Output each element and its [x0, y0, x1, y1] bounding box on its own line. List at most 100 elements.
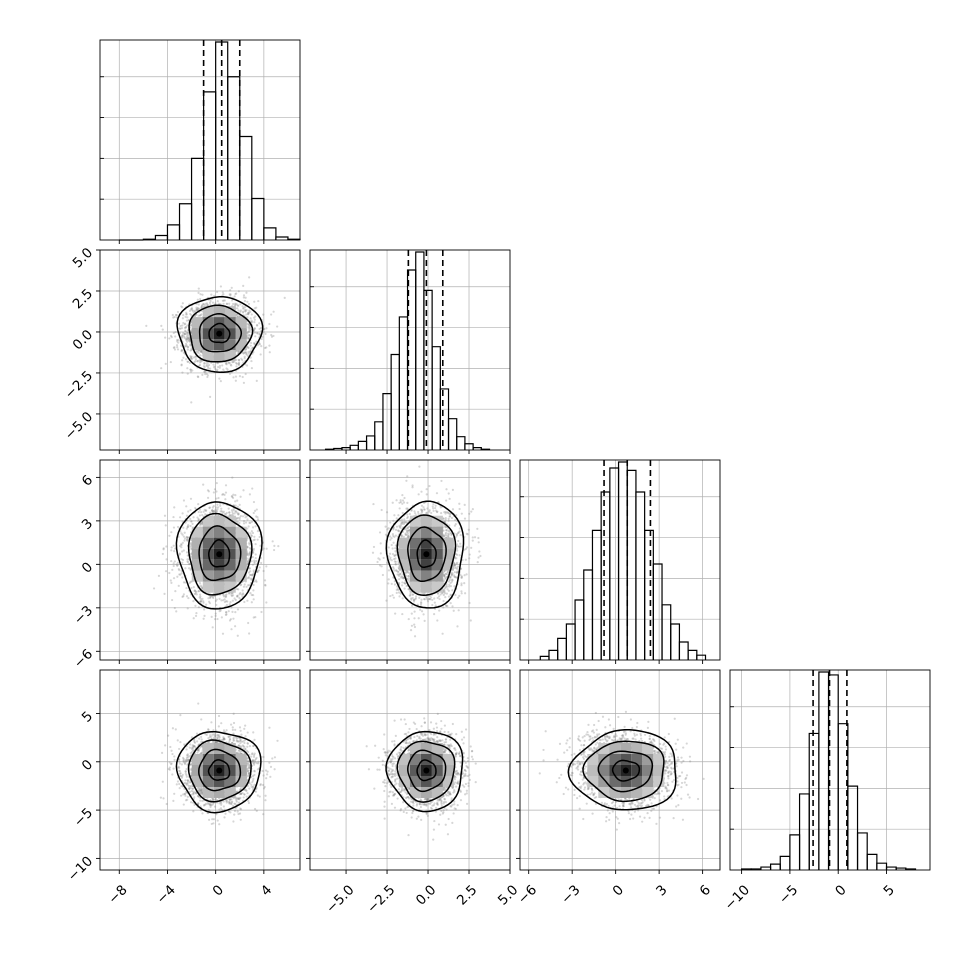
sample-point [200, 313, 203, 316]
sample-point [394, 562, 397, 566]
sample-point [183, 759, 186, 762]
sample-point [199, 350, 203, 353]
sample-point [406, 475, 409, 478]
density-cell [213, 581, 225, 593]
sample-point [190, 307, 193, 310]
sample-point [236, 520, 239, 523]
sample-point [242, 307, 245, 310]
sample-point [213, 734, 216, 738]
sample-point [180, 364, 183, 367]
sample-point [449, 531, 452, 535]
sample-point [394, 563, 397, 566]
sample-point [260, 337, 263, 341]
sample-point [237, 359, 241, 362]
sample-point [188, 786, 191, 790]
sample-point [237, 744, 240, 747]
sample-point [229, 363, 232, 366]
pair-panel-1-2 [309, 459, 511, 661]
sample-point [223, 816, 226, 819]
sample-point [394, 553, 397, 556]
sample-point [243, 600, 246, 604]
sample-point [425, 511, 429, 514]
sample-point [192, 311, 195, 314]
sample-point [196, 516, 199, 519]
sample-point [242, 740, 245, 743]
sample-point [161, 328, 164, 331]
sample-point [241, 589, 244, 592]
sample-point [387, 773, 391, 776]
sample-point [222, 729, 226, 732]
sample-point [224, 484, 228, 487]
density-cell [398, 548, 410, 560]
sample-point [414, 597, 417, 600]
sample-point [185, 319, 189, 322]
sample-point [392, 534, 395, 538]
sample-point [185, 756, 189, 759]
sample-point [182, 549, 185, 552]
sample-point [381, 763, 384, 766]
sample-point [250, 366, 253, 370]
sample-point [247, 330, 250, 333]
sample-point [447, 519, 450, 522]
sample-point [406, 515, 409, 519]
sample-point [245, 351, 248, 354]
sample-point [253, 535, 256, 538]
hist-bar [415, 251, 425, 450]
sample-point [242, 381, 246, 384]
sample-point [172, 577, 176, 580]
contour-line [385, 500, 465, 609]
sample-point [457, 782, 460, 785]
sample-point [391, 775, 395, 778]
sample-point [186, 340, 189, 343]
sample-point [251, 753, 254, 756]
sample-point [390, 582, 393, 585]
sample-point [393, 557, 396, 561]
sample-point [168, 337, 171, 340]
sample-point [177, 322, 181, 325]
sample-point [224, 491, 228, 494]
sample-point [199, 600, 202, 603]
sample-point [252, 593, 255, 597]
sample-point [440, 511, 443, 515]
sample-point [433, 607, 437, 611]
sample-point [214, 302, 217, 305]
sample-point [250, 785, 253, 788]
sample-point [223, 737, 226, 740]
sample-point [252, 500, 256, 504]
sample-point [387, 578, 390, 581]
sample-point [407, 525, 410, 529]
sample-point [235, 517, 238, 520]
sample-point [231, 800, 234, 803]
sample-point [391, 594, 394, 597]
sample-point [185, 775, 188, 778]
sample-point [182, 803, 185, 806]
sample-point [243, 745, 246, 748]
sample-point [189, 553, 192, 556]
sample-point [419, 608, 422, 611]
sample-point [203, 366, 206, 369]
sample-point [250, 313, 253, 316]
sample-point [458, 554, 461, 557]
sample-point [176, 525, 180, 529]
sample-point [196, 298, 199, 301]
sample-point [423, 619, 426, 622]
sample-point [162, 547, 165, 550]
sample-point [192, 793, 195, 796]
sample-point [197, 518, 200, 521]
density-cell [191, 775, 203, 787]
sample-point [237, 740, 240, 743]
sample-point [237, 349, 240, 352]
sample-point [197, 747, 201, 751]
sample-point [252, 341, 256, 345]
hist-bar [398, 316, 409, 450]
sample-point [263, 579, 267, 582]
sample-point [268, 726, 271, 729]
sample-point [418, 802, 421, 805]
sample-point [413, 617, 416, 620]
sample-point [164, 570, 168, 573]
sample-point [197, 606, 201, 609]
sample-point [243, 513, 246, 516]
sample-point [430, 807, 434, 810]
sample-point [248, 309, 251, 312]
panel-frame [99, 249, 301, 451]
